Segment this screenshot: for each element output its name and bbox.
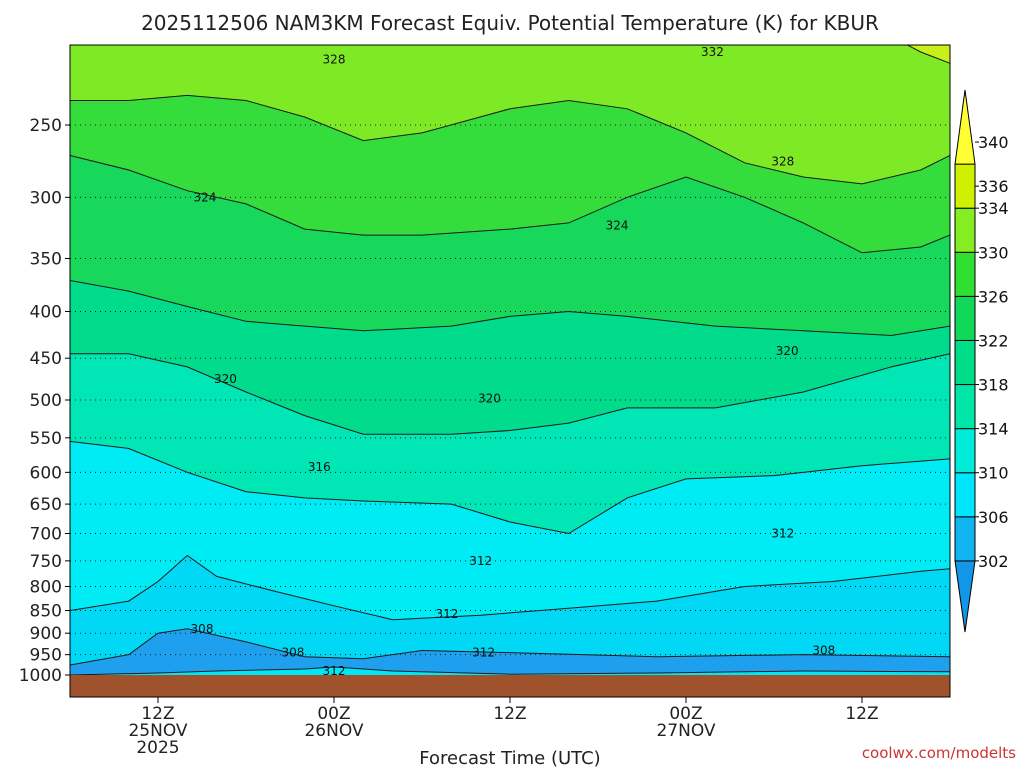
contour-line-318	[70, 353, 950, 435]
colorbar-seg-4	[954, 384, 976, 430]
colorbar-label-330: 330	[978, 243, 1009, 262]
contour-line-310	[70, 554, 950, 621]
y-tick-label-250: 250	[30, 116, 62, 136]
x-tick-label-3-1: 27NOV	[656, 721, 715, 741]
y-tick-label-600: 600	[30, 463, 62, 483]
contour-label-8: 316	[308, 460, 331, 474]
colorbar-seg-3	[954, 428, 976, 474]
contour-line-330	[70, 94, 950, 185]
contour-line-326	[70, 155, 950, 254]
contour-label-9: 312	[771, 526, 794, 540]
credit-text: coolwx.com/modelts	[862, 744, 1016, 762]
colorbar-seg-1	[954, 516, 976, 562]
colorbar-seg-9	[954, 163, 976, 209]
colorbar-label-302: 302	[978, 552, 1009, 571]
colorbar-label-322: 322	[978, 331, 1009, 350]
plot-area: 328 332 328 324 324 320 320 320 316 312 312 312 308 3…	[69, 44, 951, 698]
contour-line-314	[70, 440, 950, 535]
contour-label-10: 312	[469, 554, 492, 568]
contour-label-1: 332	[701, 45, 724, 59]
contour-label-3: 324	[193, 190, 216, 204]
contour-line-322	[70, 280, 950, 337]
x-tick-label-0-2: 2025	[136, 738, 179, 758]
y-tick-label-650: 650	[30, 495, 62, 515]
colorbar-seg-10	[954, 89, 976, 165]
y-tick-label-300: 300	[30, 188, 62, 208]
y-tick-label-950: 950	[30, 646, 62, 666]
pressure-gridlines	[70, 124, 950, 656]
colorbar-label-318: 318	[978, 376, 1009, 395]
y-tick-label-800: 800	[30, 577, 62, 597]
x-tick-label-1-1: 26NOV	[304, 721, 363, 741]
contour-label-7: 320	[478, 391, 501, 405]
colorbar-seg-8	[954, 207, 976, 253]
colorbar-label-336: 336	[978, 177, 1009, 196]
contour-label-13: 308	[281, 646, 304, 660]
y-tick-label-1000: 1000	[19, 666, 62, 686]
contour-label-2: 328	[771, 154, 794, 168]
x-tick-label-1-0: 00Z	[317, 704, 350, 724]
y-tick-label-400: 400	[30, 302, 62, 322]
contour-label-14: 312	[472, 646, 495, 660]
colorbar-label-306: 306	[978, 508, 1009, 527]
contour-lines	[70, 45, 950, 675]
contour-line-334	[906, 45, 950, 64]
x-tick-label-3-0: 00Z	[669, 704, 702, 724]
colorbar-label-334: 334	[978, 199, 1009, 218]
x-tick-label-2-0: 12Z	[493, 704, 526, 724]
colorbar-label-340: 340	[978, 133, 1009, 152]
y-tick-label-450: 450	[30, 349, 62, 369]
chart-title: 2025112506 NAM3KM Forecast Equiv. Potent…	[141, 11, 879, 35]
x-tick-label-0-1: 25NOV	[128, 721, 187, 741]
colorbar-seg-6	[954, 295, 976, 341]
colorbar-seg-7	[954, 251, 976, 297]
contour-label-15: 308	[812, 643, 835, 657]
filled-contours	[70, 45, 950, 675]
contour-label-5: 320	[214, 372, 237, 386]
contour-label-4: 324	[606, 218, 629, 232]
y-tick-label-750: 750	[30, 552, 62, 572]
contour-label-11: 312	[435, 607, 458, 621]
colorbar-seg-5	[954, 339, 976, 386]
y-tick-label-350: 350	[30, 249, 62, 269]
band-330	[70, 45, 950, 184]
y-tick-label-900: 900	[30, 624, 62, 644]
y-tick-label-850: 850	[30, 602, 62, 622]
colorbar-seg-2	[954, 472, 976, 518]
colorbar-label-314: 314	[978, 420, 1009, 439]
contour-label-0: 328	[323, 53, 346, 67]
ground-layer	[70, 675, 950, 697]
colorbar: 302 306 310 314 318 322 326 330 334 336 340	[954, 89, 1009, 633]
y-tick-label-550: 550	[30, 429, 62, 449]
contour-label-16: 312	[323, 664, 346, 678]
x-tick-label-0-0: 12Z	[141, 704, 174, 724]
x-axis-title: Forecast Time (UTC)	[419, 748, 600, 768]
x-tick-label-4-0: 12Z	[845, 704, 878, 724]
contour-label-12: 308	[191, 622, 214, 636]
contour-label-6: 320	[776, 344, 799, 358]
colorbar-label-310: 310	[978, 464, 1009, 483]
contour-labels: 328 332 328 324 324 320 320 320 316 312 312 312 308 3…	[191, 45, 836, 678]
contour-line-302	[70, 666, 950, 675]
colorbar-seg-0	[954, 560, 976, 633]
colorbar-label-326: 326	[978, 287, 1009, 306]
y-tick-label-700: 700	[30, 524, 62, 544]
y-tick-label-500: 500	[30, 391, 62, 411]
contour-line-306	[70, 628, 950, 666]
